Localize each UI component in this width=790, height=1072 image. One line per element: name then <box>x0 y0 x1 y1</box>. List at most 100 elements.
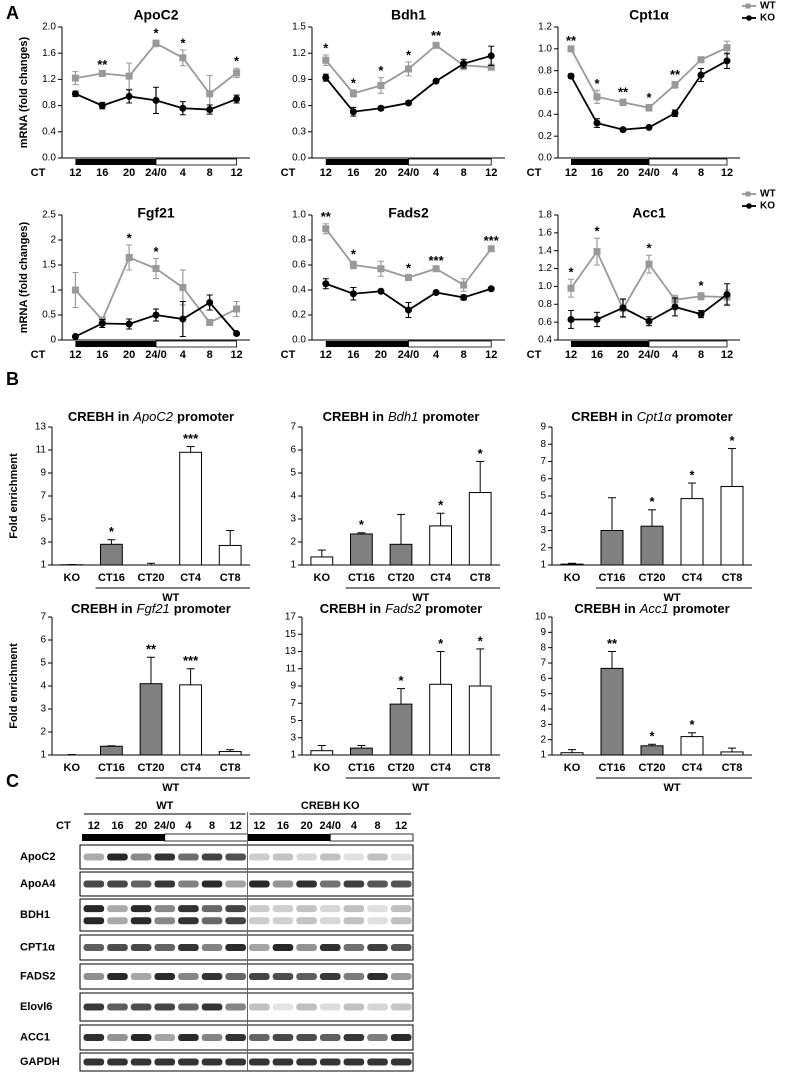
y-tick-label: 5 <box>40 514 46 525</box>
blot-band <box>154 944 176 951</box>
blot-band <box>107 973 128 980</box>
x-tick-label: 4 <box>433 349 440 361</box>
bar <box>350 533 373 566</box>
point <box>377 82 385 90</box>
x-tick-label: 16 <box>347 349 359 361</box>
point <box>645 317 653 325</box>
x-tick-label: CT16 <box>98 762 125 774</box>
bar <box>179 451 202 566</box>
blot-band <box>83 880 105 888</box>
point <box>71 333 79 340</box>
blot-band <box>83 1003 105 1011</box>
bar <box>640 745 664 756</box>
title-part: CREBH in <box>71 601 132 616</box>
point <box>233 330 241 337</box>
x-tick-label: 20 <box>123 349 135 361</box>
x-tick-label: 4 <box>672 349 679 361</box>
y-tick-label: 1 <box>290 560 296 571</box>
x-axis-label: CT <box>527 167 542 179</box>
point <box>349 290 357 298</box>
y-tick-label: 1 <box>290 750 296 761</box>
blot-band <box>201 973 223 980</box>
title-gene: Fads2 <box>385 601 422 616</box>
y-tick-label: 1 <box>540 750 546 761</box>
light-phase <box>648 340 728 348</box>
timepoint: 4 <box>351 820 358 832</box>
y-tick-label: 2 <box>290 537 296 548</box>
significance: ** <box>618 84 629 99</box>
significance: * <box>351 75 357 90</box>
x-tick-label: 20 <box>617 349 629 361</box>
bar <box>600 530 624 566</box>
y-tick-label: 0.4 <box>42 126 56 137</box>
x-tick-label: 12 <box>565 167 577 179</box>
point <box>206 319 214 326</box>
y-tick-label: 4 <box>540 508 546 519</box>
significance: ** <box>566 33 577 48</box>
bar <box>100 543 123 566</box>
y-tick-label: 0.0 <box>538 153 552 164</box>
blot-frame <box>79 1052 414 1072</box>
x-tick-label: KO <box>64 572 81 584</box>
bar <box>429 683 452 756</box>
blot-band <box>390 1003 412 1011</box>
group-label: WT <box>162 782 179 794</box>
protein-label: ACC1 <box>20 1031 50 1043</box>
dark-phase <box>75 159 156 165</box>
y-tick-label: 2.0 <box>42 22 56 33</box>
significance: * <box>180 35 186 50</box>
time-label: CT <box>56 820 71 832</box>
y-tick-label: 9 <box>40 468 46 479</box>
x-tick-label: 8 <box>207 167 213 179</box>
timepoint: 4 <box>185 820 192 832</box>
blot-band <box>319 1003 341 1011</box>
x-tick-label: KO <box>314 762 331 774</box>
blot-band <box>154 880 176 888</box>
x-tick-label: CT20 <box>639 762 666 774</box>
blot-band <box>367 1003 388 1011</box>
bar <box>100 745 123 756</box>
y-tick-label: 5 <box>40 658 46 669</box>
point <box>619 126 627 134</box>
blot-band <box>83 917 105 925</box>
y-tick-label: 7 <box>290 698 296 709</box>
y-tick-label: 6 <box>540 673 546 684</box>
blot-band <box>107 905 128 913</box>
y-tick-label: 15 <box>285 629 297 640</box>
x-tick-label: CT16 <box>348 572 375 584</box>
blot-band <box>225 973 246 980</box>
y-tick-label: 0.4 <box>538 109 552 120</box>
blot-band <box>296 944 317 951</box>
x-tick-label: KO <box>564 762 581 774</box>
blot-band <box>272 853 294 861</box>
legend-label: WT <box>760 189 776 200</box>
point <box>405 65 412 73</box>
blot-band <box>249 905 270 913</box>
point <box>645 123 653 131</box>
x-axis-label: CT <box>281 349 296 361</box>
y-tick-label: 4 <box>540 704 546 715</box>
blot-band <box>272 880 294 888</box>
point <box>125 72 133 80</box>
y-tick-label: 3 <box>40 537 46 548</box>
panel-label: B <box>6 369 19 389</box>
y-tick-label: 5 <box>290 715 296 726</box>
bar <box>640 525 664 566</box>
blot-band <box>130 905 152 913</box>
significance: * <box>234 54 240 69</box>
significance: * <box>689 468 695 483</box>
point <box>71 74 79 82</box>
y-tick-label: 0 <box>50 335 56 346</box>
x-tick-label: 8 <box>207 349 213 361</box>
blot-band <box>201 1003 223 1011</box>
x-tick-label: 20 <box>617 167 629 179</box>
y-tick-label: 3 <box>540 525 546 536</box>
blot-band <box>319 944 341 951</box>
timepoint: 12 <box>253 820 265 832</box>
blot-band <box>319 905 341 913</box>
point <box>697 310 705 318</box>
point <box>567 315 575 323</box>
bar <box>350 747 373 756</box>
blot-band <box>272 973 294 980</box>
title-gene: Acc1 <box>639 601 669 616</box>
